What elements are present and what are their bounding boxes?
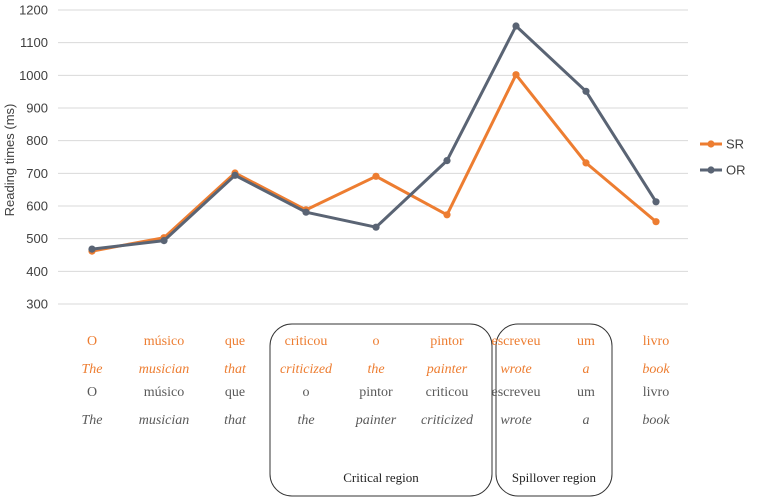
grid bbox=[58, 9, 688, 305]
word-label: painter bbox=[355, 413, 397, 428]
legend-label-or: OR bbox=[726, 163, 746, 178]
word-label: O bbox=[87, 334, 97, 349]
legend-marker-or bbox=[707, 166, 715, 174]
word-label: criticized bbox=[421, 413, 474, 428]
data-point-or bbox=[443, 157, 451, 165]
y-tick-label: 500 bbox=[26, 231, 48, 246]
legend: SR OR bbox=[700, 137, 746, 178]
region-box bbox=[269, 323, 493, 497]
word-label: wrote bbox=[500, 362, 531, 377]
data-point-or bbox=[582, 87, 590, 95]
word-label: um bbox=[577, 334, 595, 349]
data-point-sr bbox=[652, 218, 660, 226]
y-tick-label: 600 bbox=[26, 199, 48, 214]
data-point-or bbox=[652, 198, 660, 206]
y-tick-label: 900 bbox=[26, 101, 48, 116]
series-lines bbox=[88, 22, 660, 255]
series-line-or bbox=[91, 24, 658, 251]
y-tick-label: 700 bbox=[26, 166, 48, 181]
region-label: Critical region bbox=[343, 470, 419, 485]
y-tick-label: 1200 bbox=[19, 3, 48, 18]
legend-marker-sr bbox=[707, 140, 715, 148]
word-label: the bbox=[367, 362, 384, 377]
data-point-or bbox=[372, 223, 380, 231]
word-label: musician bbox=[139, 413, 190, 428]
data-point-or bbox=[160, 237, 168, 245]
data-point-sr bbox=[372, 172, 380, 180]
word-label: escreveu bbox=[492, 385, 541, 400]
word-label: musician bbox=[139, 362, 190, 377]
word-label: criticou bbox=[285, 334, 328, 349]
region-label: Spillover region bbox=[512, 470, 597, 485]
word-label: wrote bbox=[500, 413, 531, 428]
word-label: músico bbox=[144, 385, 184, 400]
y-tick-label: 1100 bbox=[20, 35, 48, 50]
word-label: The bbox=[82, 362, 103, 377]
data-point-sr bbox=[443, 211, 451, 219]
y-axis-ticks: 300 400 500 600 700 800 900 1000 1100 1200 bbox=[19, 3, 48, 312]
data-point-sr bbox=[512, 71, 520, 79]
word-label: that bbox=[224, 362, 247, 377]
word-label: a bbox=[583, 413, 590, 428]
word-label: livro bbox=[643, 334, 669, 349]
word-label: painter bbox=[426, 362, 468, 377]
word-label: o bbox=[303, 385, 310, 400]
word-label: pintor bbox=[430, 334, 464, 349]
word-label: criticou bbox=[426, 385, 469, 400]
data-point-or bbox=[88, 245, 96, 253]
word-label: book bbox=[642, 413, 670, 428]
y-tick-label: 800 bbox=[26, 133, 48, 148]
data-point-sr bbox=[582, 159, 590, 167]
y-tick-label: 400 bbox=[26, 264, 48, 279]
data-point-or bbox=[231, 171, 239, 179]
word-label: um bbox=[577, 385, 595, 400]
word-label: criticized bbox=[280, 362, 333, 377]
word-label: músico bbox=[144, 334, 184, 349]
word-label: livro bbox=[643, 385, 669, 400]
word-label: escreveu bbox=[492, 334, 541, 349]
word-label: que bbox=[225, 334, 245, 349]
data-point-or bbox=[512, 22, 520, 30]
region-box bbox=[495, 323, 613, 497]
word-label: O bbox=[87, 385, 97, 400]
word-label: a bbox=[583, 362, 590, 377]
regions: Critical region Spillover region bbox=[269, 323, 613, 497]
word-label: pintor bbox=[359, 385, 393, 400]
word-label: book bbox=[642, 362, 670, 377]
word-label: The bbox=[82, 413, 103, 428]
word-label: que bbox=[225, 385, 245, 400]
word-label: o bbox=[373, 334, 380, 349]
y-tick-label: 300 bbox=[26, 297, 48, 312]
y-tick-label: 1000 bbox=[19, 68, 48, 83]
legend-label-sr: SR bbox=[726, 137, 744, 152]
word-label: the bbox=[297, 413, 314, 428]
y-axis-label: Reading times (ms) bbox=[2, 104, 17, 217]
data-point-or bbox=[302, 208, 310, 216]
word-label: that bbox=[224, 413, 247, 428]
